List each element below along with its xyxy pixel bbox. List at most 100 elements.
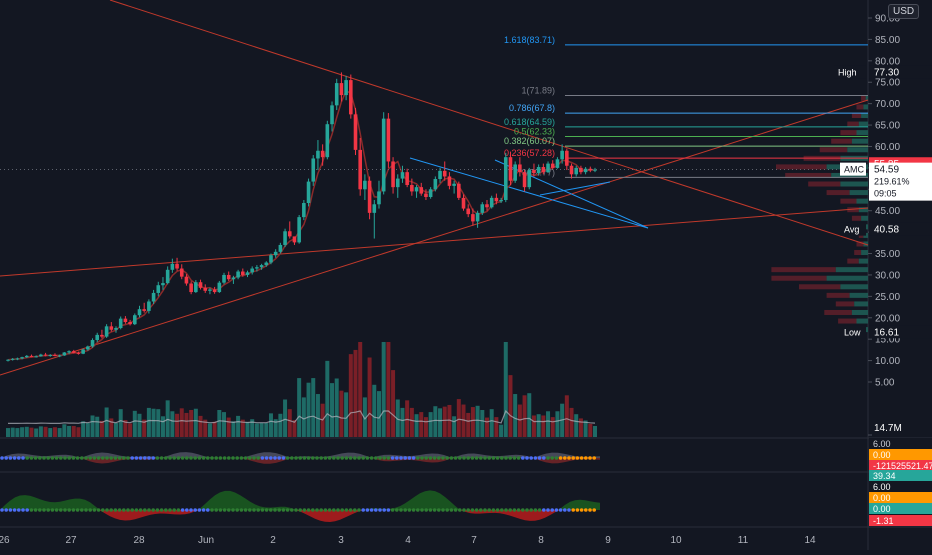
volume-bar xyxy=(123,420,128,437)
volume-bar xyxy=(484,417,489,437)
volume-profile-down xyxy=(847,258,859,264)
oscillator-dot xyxy=(269,508,273,512)
oscillator-dot xyxy=(340,456,345,460)
candle xyxy=(217,282,222,293)
oscillator-dot xyxy=(210,456,214,460)
price-label-text: Avg xyxy=(844,225,859,235)
oscillator-dot xyxy=(491,456,496,460)
oscillator-dot xyxy=(516,456,521,460)
trend-line xyxy=(0,99,869,376)
oscillator-dot xyxy=(315,508,319,512)
fib-level-label: 0.5(62.33) xyxy=(514,126,555,136)
volume-bar xyxy=(475,405,480,437)
oscillator-dot xyxy=(453,456,458,460)
oscillator-dot xyxy=(134,456,139,460)
volume-bar xyxy=(222,412,227,437)
volume-profile-up xyxy=(851,138,868,144)
candle xyxy=(377,191,381,205)
oscillator-dot xyxy=(185,508,189,512)
candle xyxy=(245,272,250,275)
oscillator-dot xyxy=(411,508,416,512)
oscillator-dot xyxy=(235,456,239,460)
oscillator-dot xyxy=(378,508,382,512)
oscillator-dot xyxy=(176,508,181,512)
volume-bar xyxy=(38,426,43,437)
candle xyxy=(461,197,466,209)
candle xyxy=(179,268,184,277)
volume-bar xyxy=(550,417,555,437)
candle xyxy=(367,180,372,213)
oscillator-dot xyxy=(164,508,168,512)
candle xyxy=(419,187,424,194)
oscillator-dot xyxy=(441,508,445,512)
volume-profile-down xyxy=(776,164,827,170)
volume-profile-up xyxy=(854,301,868,307)
candle xyxy=(250,268,254,273)
volume-bar xyxy=(470,407,475,437)
oscillator-dot xyxy=(537,508,542,512)
oscillator-dot xyxy=(466,456,471,460)
oscillator-dot xyxy=(33,456,38,460)
candle xyxy=(593,169,597,171)
volume-bar xyxy=(142,419,147,437)
oscillator-dot xyxy=(75,456,80,460)
volume-bar xyxy=(536,414,541,437)
volume-profile-down xyxy=(819,147,848,153)
osc-axis-label: 6.00 xyxy=(873,439,891,449)
candle xyxy=(344,80,348,96)
oscillator-dot xyxy=(285,508,290,512)
volume-bar xyxy=(6,428,10,437)
oscillator-dot xyxy=(248,456,252,460)
oscillator-dot xyxy=(109,456,113,460)
oscillator-dot xyxy=(63,508,67,512)
oscillator-dot xyxy=(537,456,542,460)
candle xyxy=(414,187,419,192)
oscillator-dot xyxy=(298,508,303,512)
price-label-box xyxy=(869,162,932,201)
oscillator-dot xyxy=(529,508,533,512)
volume-bar xyxy=(264,423,269,437)
volume-bar xyxy=(184,412,189,437)
volume-bar xyxy=(156,409,161,437)
volume-profile-down xyxy=(840,130,857,136)
oscillator-dot xyxy=(130,456,134,460)
volume-bar xyxy=(165,400,170,437)
volume-bar xyxy=(85,423,90,437)
price-tick-label: 75.00 xyxy=(875,78,900,89)
candle xyxy=(466,208,471,215)
oscillator-dot xyxy=(214,508,218,512)
candle xyxy=(452,183,456,186)
oscillator-dot xyxy=(567,508,571,512)
oscillator-dot xyxy=(252,508,256,512)
candle xyxy=(550,163,555,168)
osc-axis-box xyxy=(869,449,932,460)
oscillator-dot xyxy=(575,456,580,460)
volume-bar xyxy=(438,408,443,437)
oscillator-dot xyxy=(159,456,164,460)
oscillator-dot xyxy=(168,456,172,460)
oscillator-dot xyxy=(285,456,290,460)
oscillator-dot xyxy=(210,508,214,512)
candle xyxy=(532,170,536,174)
osc-axis-label: 0.00 xyxy=(873,493,891,503)
volume-bar xyxy=(231,421,236,437)
volume-bar xyxy=(405,400,410,437)
oscillator-dot xyxy=(550,456,554,460)
oscillator-dot xyxy=(164,456,168,460)
oscillator-dot xyxy=(197,508,202,512)
volume-bar xyxy=(362,397,367,437)
currency-badge[interactable]: USD xyxy=(888,4,920,19)
volume-bar xyxy=(160,416,165,437)
volume-bar xyxy=(175,413,180,437)
oscillator-dot xyxy=(508,456,512,460)
candle xyxy=(6,359,10,361)
oscillator-dot xyxy=(235,508,239,512)
volume-bar xyxy=(531,415,536,437)
volume-profile-up xyxy=(863,104,868,110)
oscillator-dot xyxy=(516,508,521,512)
volume-bar xyxy=(254,423,259,437)
candle xyxy=(428,189,433,198)
osc-axis-box xyxy=(869,503,932,514)
